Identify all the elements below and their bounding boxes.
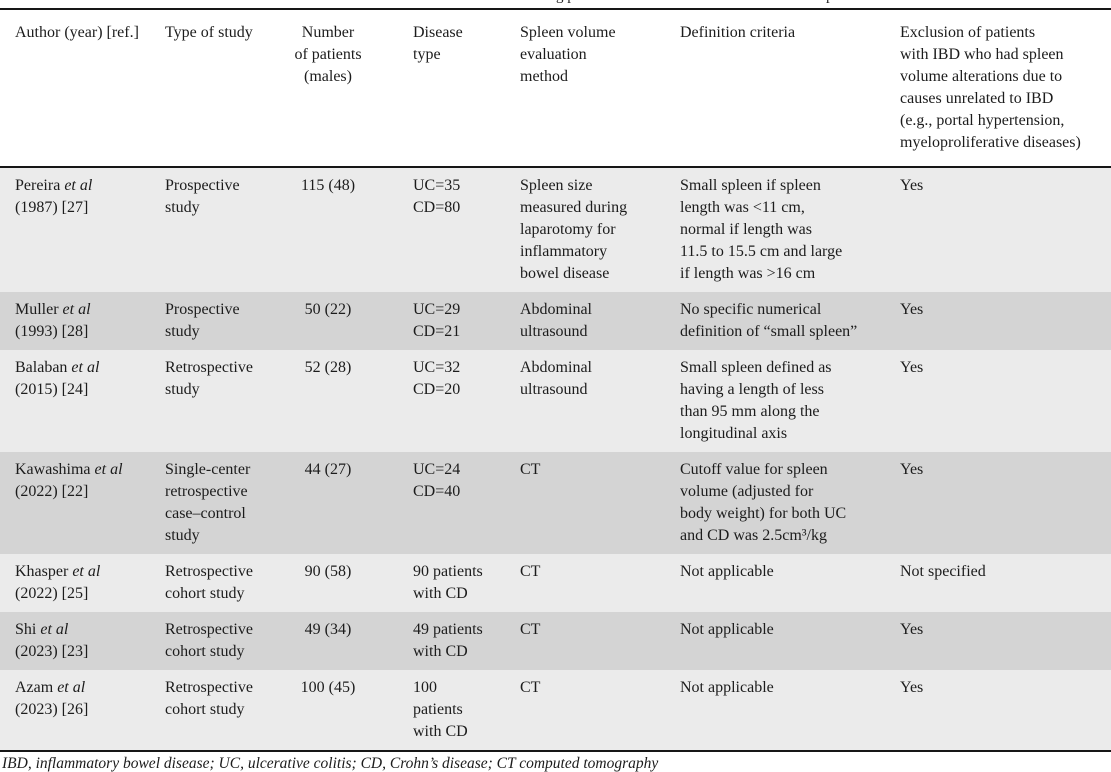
cell-definition-criteria: Small spleen defined as having a length … (668, 350, 888, 452)
cell-patients: 44 (27) (272, 452, 384, 554)
cell-author: Pereira et al (1987) [27] (0, 167, 150, 292)
cell-author: Muller et al (1993) [28] (0, 292, 150, 350)
cell-exclusion: Yes (888, 670, 1111, 752)
cell-author: Azam et al (2023) [26] (0, 670, 150, 752)
cell-exclusion: Yes (888, 167, 1111, 292)
cell-evaluation-method: CT (508, 612, 668, 670)
cell-disease-type: 90 patients with CD (384, 554, 508, 612)
author-name: Azam (15, 679, 54, 696)
cell-evaluation-method: CT (508, 554, 668, 612)
author-ref: (2022) [25] (15, 585, 89, 602)
author-name: Khasper (15, 563, 69, 580)
studies-table: Author (year) [ref.] Type of study Numbe… (0, 8, 1111, 752)
cell-patients: 90 (58) (272, 554, 384, 612)
author-etal: et al (71, 359, 100, 376)
author-ref: (2022) [22] (15, 483, 89, 500)
cell-author: Shi et al (2023) [23] (0, 612, 150, 670)
table-footnote: IBD, inflammatory bowel disease; UC, ulc… (2, 755, 659, 772)
cell-exclusion: Yes (888, 612, 1111, 670)
cell-patients: 49 (34) (272, 612, 384, 670)
author-etal: et al (94, 461, 123, 478)
cell-study-type: Retrospective study (150, 350, 272, 452)
cell-disease-type: UC=24 CD=40 (384, 452, 508, 554)
cell-disease-type: 49 patients with CD (384, 612, 508, 670)
cell-study-type: Prospective study (150, 167, 272, 292)
column-header-definition-criteria: Definition criteria (668, 9, 888, 168)
author-ref: (2015) [24] (15, 381, 89, 398)
column-header-evaluation-method: Spleen volume evaluation method (508, 9, 668, 168)
cell-evaluation-method: CT (508, 670, 668, 752)
table-body: Pereira et al (1987) [27] Prospective stu… (0, 167, 1111, 752)
cell-patients: 50 (22) (272, 292, 384, 350)
cell-definition-criteria: Not applicable (668, 554, 888, 612)
author-etal: et al (57, 679, 86, 696)
caption-fragment: g p (556, 0, 575, 5)
author-etal: et al (72, 563, 101, 580)
cell-exclusion: Not specified (888, 554, 1111, 612)
cell-evaluation-method: Abdominal ultrasound (508, 292, 668, 350)
cell-evaluation-method: Spleen size measured during laparotomy f… (508, 167, 668, 292)
cell-evaluation-method: CT (508, 452, 668, 554)
cell-author: Kawashima et al (2022) [22] (0, 452, 150, 554)
cell-study-type: Retrospective cohort study (150, 612, 272, 670)
cell-disease-type: UC=29 CD=21 (384, 292, 508, 350)
cell-disease-type: UC=32 CD=20 (384, 350, 508, 452)
column-header-study-type: Type of study (150, 9, 272, 168)
cell-patients: 100 (45) (272, 670, 384, 752)
table-row: Azam et al (2023) [26] Retrospective coho… (0, 670, 1111, 752)
table-row: Muller et al (1993) [28] Prospective stud… (0, 292, 1111, 350)
author-ref: (1993) [28] (15, 323, 89, 340)
cell-author: Balaban et al (2015) [24] (0, 350, 150, 452)
cell-exclusion: Yes (888, 292, 1111, 350)
cell-study-type: Prospective study (150, 292, 272, 350)
column-header-disease-type: Disease type (384, 9, 508, 168)
author-name: Balaban (15, 359, 68, 376)
cell-exclusion: Yes (888, 350, 1111, 452)
header-row: Author (year) [ref.] Type of study Numbe… (0, 9, 1111, 168)
cell-study-type: Retrospective cohort study (150, 554, 272, 612)
table-row: Pereira et al (1987) [27] Prospective stu… (0, 167, 1111, 292)
author-name: Muller (15, 301, 59, 318)
table-row: Kawashima et al (2022) [22] Single-center… (0, 452, 1111, 554)
author-ref: (2023) [23] (15, 643, 89, 660)
caption-fragment: p (826, 0, 834, 5)
column-header-exclusion: Exclusion of patients with IBD who had s… (888, 9, 1111, 168)
cell-patients: 115 (48) (272, 167, 384, 292)
cell-disease-type: UC=35 CD=80 (384, 167, 508, 292)
author-ref: (2023) [26] (15, 701, 89, 718)
cell-study-type: Single-center retrospective case–control… (150, 452, 272, 554)
cell-definition-criteria: Not applicable (668, 612, 888, 670)
column-header-author: Author (year) [ref.] (0, 9, 150, 168)
table-row: Shi et al (2023) [23] Retrospective cohor… (0, 612, 1111, 670)
cell-disease-type: 100 patients with CD (384, 670, 508, 752)
cell-definition-criteria: Small spleen if spleen length was <11 cm… (668, 167, 888, 292)
cell-evaluation-method: Abdominal ultrasound (508, 350, 668, 452)
cell-definition-criteria: No specific numerical definition of “sma… (668, 292, 888, 350)
author-name: Pereira (15, 177, 61, 194)
cell-author: Khasper et al (2022) [25] (0, 554, 150, 612)
author-name: Kawashima (15, 461, 91, 478)
cell-definition-criteria: Not applicable (668, 670, 888, 752)
author-name: Shi (15, 621, 37, 638)
cell-study-type: Retrospective cohort study (150, 670, 272, 752)
table-header: Author (year) [ref.] Type of study Numbe… (0, 9, 1111, 168)
table-row: Khasper et al (2022) [25] Retrospective c… (0, 554, 1111, 612)
clipped-caption-strip: g pp (0, 0, 1111, 8)
cell-patients: 52 (28) (272, 350, 384, 452)
author-etal: et al (64, 177, 93, 194)
author-etal: et al (62, 301, 91, 318)
column-header-patients: Number of patients (males) (272, 9, 384, 168)
author-ref: (1987) [27] (15, 199, 89, 216)
table-row: Balaban et al (2015) [24] Retrospective s… (0, 350, 1111, 452)
author-etal: et al (40, 621, 69, 638)
cell-exclusion: Yes (888, 452, 1111, 554)
cell-definition-criteria: Cutoff value for spleen volume (adjusted… (668, 452, 888, 554)
